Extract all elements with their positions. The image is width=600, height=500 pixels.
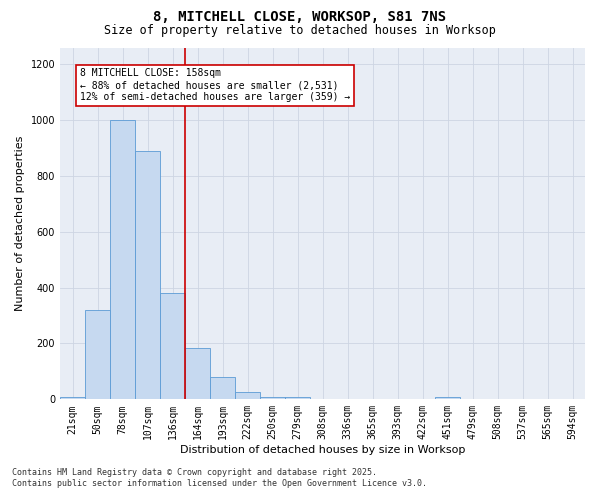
Text: Contains HM Land Registry data © Crown copyright and database right 2025.
Contai: Contains HM Land Registry data © Crown c…	[12, 468, 427, 487]
Y-axis label: Number of detached properties: Number of detached properties	[15, 136, 25, 311]
Text: Size of property relative to detached houses in Worksop: Size of property relative to detached ho…	[104, 24, 496, 37]
Bar	[285, 396, 310, 400]
Text: 8, MITCHELL CLOSE, WORKSOP, S81 7NS: 8, MITCHELL CLOSE, WORKSOP, S81 7NS	[154, 10, 446, 24]
Bar	[160, 293, 185, 400]
X-axis label: Distribution of detached houses by size in Worksop: Distribution of detached houses by size …	[180, 445, 465, 455]
Text: 8 MITCHELL CLOSE: 158sqm
← 88% of detached houses are smaller (2,531)
12% of sem: 8 MITCHELL CLOSE: 158sqm ← 88% of detach…	[80, 68, 350, 102]
Bar	[85, 310, 110, 400]
Bar	[235, 392, 260, 400]
Bar	[260, 396, 285, 400]
Bar	[110, 120, 135, 400]
Bar	[185, 348, 210, 400]
Bar	[60, 396, 85, 400]
Bar	[210, 377, 235, 400]
Bar	[135, 151, 160, 400]
Bar	[435, 396, 460, 400]
